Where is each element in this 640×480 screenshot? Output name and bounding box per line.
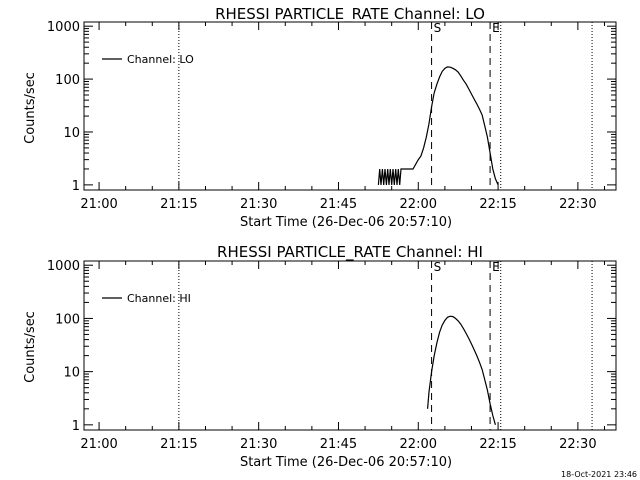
marker-label-e: E xyxy=(492,21,500,35)
x-tick-label: 22:15 xyxy=(479,437,516,452)
x-tick-label: 22:30 xyxy=(559,437,596,452)
x-tick-label: 22:30 xyxy=(559,197,596,212)
plot-area-lo: 21:00 21:15 21:30 21:45 22:00 22:15 22:30 1 10 10… xyxy=(47,20,617,212)
y-axis-label-hi: Counts/sec xyxy=(23,311,38,383)
chart-title-hi: RHESSI PARTICLE_RATE Channel: HI xyxy=(217,243,483,262)
x-tick-label: 21:00 xyxy=(80,437,117,452)
y-axis-label-lo: Counts/sec xyxy=(23,72,38,144)
x-tick-label: 21:45 xyxy=(320,197,357,212)
legend-label: Channel: HI xyxy=(127,292,191,305)
y-tick-label-decade-1: 1 xyxy=(72,419,80,434)
plot-frame xyxy=(83,21,617,191)
y-tick-label-decade-1000: 1000 xyxy=(47,20,80,35)
legend-label: Channel: LO xyxy=(127,53,194,66)
y-tick-label-decade-1: 1 xyxy=(72,179,80,194)
series-line xyxy=(377,66,499,186)
x-tick-label: 21:00 xyxy=(80,197,117,212)
plot-area-hi: 21:00 21:15 21:30 21:45 22:00 22:15 22:30 1 10 10… xyxy=(47,259,617,452)
y-tick-label-decade-100: 100 xyxy=(55,312,80,327)
marker-label-s: S xyxy=(434,260,442,274)
x-tick-label: 22:00 xyxy=(400,437,437,452)
x-axis-label-lo: Start Time (26-Dec-06 20:57:10) xyxy=(240,215,452,230)
chart-title-lo: RHESSI PARTICLE_RATE Channel: LO xyxy=(215,5,485,24)
y-tick-label-decade-100: 100 xyxy=(55,73,80,88)
x-tick-label: 22:00 xyxy=(400,197,437,212)
marker-label-s: S xyxy=(434,21,442,35)
x-tick-label: 21:45 xyxy=(320,437,357,452)
x-tick-label: 22:15 xyxy=(479,197,516,212)
x-tick-label: 21:15 xyxy=(160,197,197,212)
footer-timestamp: 18-Oct-2021 23:46 xyxy=(561,470,637,479)
y-tick-label-decade-10: 10 xyxy=(63,126,80,141)
plot-frame xyxy=(83,260,617,431)
panel-hi: RHESSI PARTICLE_RATE Channel: HI 21:00 21… xyxy=(23,243,617,470)
x-tick-label: 21:15 xyxy=(160,437,197,452)
y-tick-label-decade-10: 10 xyxy=(63,366,80,381)
x-tick-label: 21:30 xyxy=(240,437,277,452)
series-line xyxy=(427,315,496,425)
x-tick-label: 21:30 xyxy=(240,197,277,212)
y-tick-label-decade-1000: 1000 xyxy=(47,259,80,274)
panel-lo: RHESSI PARTICLE_RATE Channel: LO 21:00 21… xyxy=(23,5,617,230)
x-axis-label-hi: Start Time (26-Dec-06 20:57:10) xyxy=(240,455,452,470)
marker-label-e: E xyxy=(492,260,500,274)
